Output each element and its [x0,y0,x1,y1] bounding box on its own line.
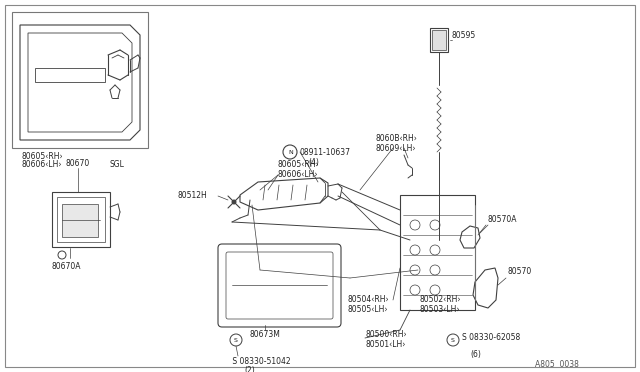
Text: 8060B‹RH›: 8060B‹RH› [376,134,418,143]
Text: S: S [234,337,238,343]
Circle shape [232,200,236,204]
Text: 80570: 80570 [508,267,532,276]
Text: (6): (6) [470,350,481,359]
Text: (2): (2) [244,366,255,372]
Text: S 08330-62058: S 08330-62058 [462,334,520,343]
Bar [12,12,148,148]
Text: 80595: 80595 [452,32,476,41]
Bar [57,197,105,242]
Text: N: N [289,150,293,154]
FancyBboxPatch shape [218,244,341,327]
Text: 80570A: 80570A [488,215,518,224]
Text: 08911-10637: 08911-10637 [300,148,351,157]
Text: 80605‹RH›: 80605‹RH› [278,160,319,169]
Text: 80606‹LH›: 80606‹LH› [278,170,319,179]
FancyBboxPatch shape [226,252,333,319]
Text: 80609‹LH›: 80609‹LH› [376,144,417,153]
Text: A805  0038: A805 0038 [535,360,579,369]
Text: 80512H: 80512H [178,192,208,201]
Text: (4): (4) [308,158,319,167]
Text: SGL: SGL [110,160,125,169]
Bar [400,195,475,310]
Text: 80606‹LH›: 80606‹LH› [22,160,63,169]
Text: 80500‹RH›: 80500‹RH› [365,330,406,339]
Text: 80503‹LH›: 80503‹LH› [420,305,461,314]
Text: S: S [451,337,455,343]
Text: S 08330-51042: S 08330-51042 [230,357,291,366]
Text: 80670: 80670 [66,159,90,168]
Text: 80501‹LH›: 80501‹LH› [365,340,405,349]
Bar [62,204,98,237]
Text: 80605‹RH›: 80605‹RH› [22,152,63,161]
Bar [430,28,448,52]
Bar [52,192,110,247]
Text: 80504‹RH›: 80504‹RH› [348,295,390,304]
Bar [432,30,446,50]
Text: 80502‹RH›: 80502‹RH› [420,295,461,304]
Text: 80670A: 80670A [52,262,81,271]
Text: 80673M: 80673M [250,330,280,339]
Text: 80505‹LH›: 80505‹LH› [348,305,388,314]
